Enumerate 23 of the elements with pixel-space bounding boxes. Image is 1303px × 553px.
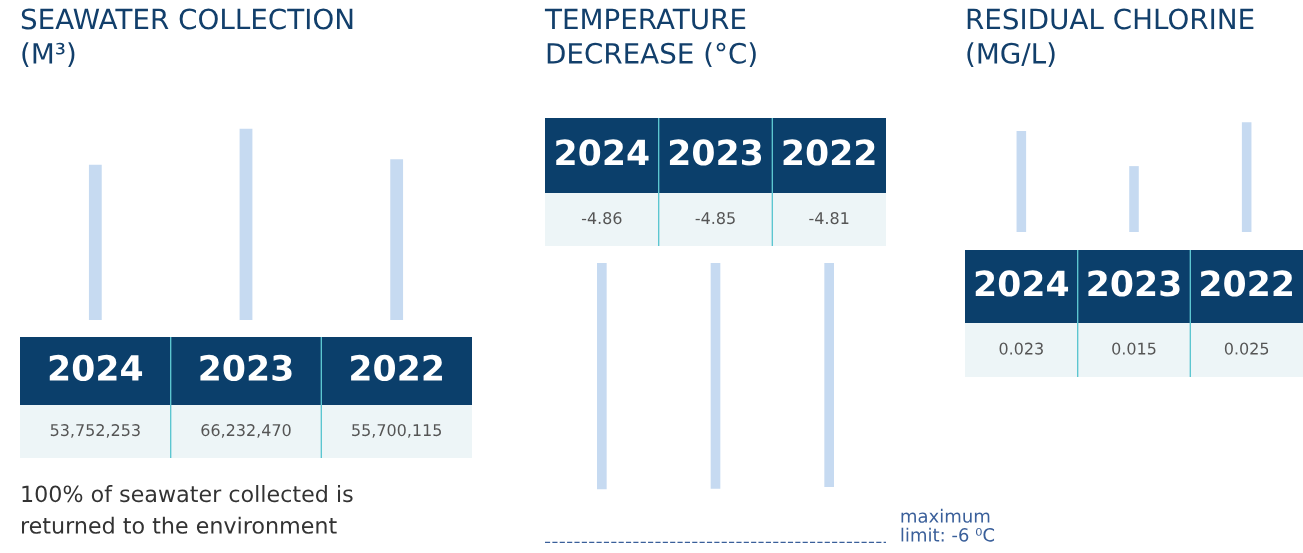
x-tick-label: 2023	[1088, 270, 1180, 297]
text: 100% of seawater collected is returned to the environment	[22, 485, 353, 534]
data-label: -4.81	[809, 212, 849, 225]
x-tick-label: 2023	[669, 139, 762, 166]
chart-title: TEMPERATURE DECREASE (°C)	[544, 8, 756, 68]
data-label: -4.85	[695, 212, 735, 225]
x-tick-label: 2022	[351, 354, 442, 382]
x-tick-label: 2022	[783, 139, 875, 166]
data-label: 0.015	[1112, 342, 1156, 355]
x-tick-label: 2024	[556, 139, 649, 166]
x-tick-label: 2023	[200, 354, 292, 382]
data-label: 0.025	[1224, 342, 1269, 355]
chart-title: SEAWATER COLLECTION (M³)	[21, 8, 353, 68]
data-label: -4.86	[581, 212, 622, 225]
data-label: 55,700,115	[352, 424, 441, 438]
data-label: 66,232,470	[201, 424, 291, 438]
data-label: 0.023	[999, 342, 1043, 355]
x-tick-label: 2024	[49, 354, 143, 382]
data-label: 53,752,253	[50, 424, 140, 438]
chart-title: RESIDUAL CHLORINE (MG/L)	[967, 8, 1254, 68]
x-tick-label: 2024	[975, 270, 1069, 297]
ref-line-label: maximum limit: -6 ⁰C	[901, 508, 995, 542]
x-tick-label: 2022	[1201, 270, 1292, 297]
